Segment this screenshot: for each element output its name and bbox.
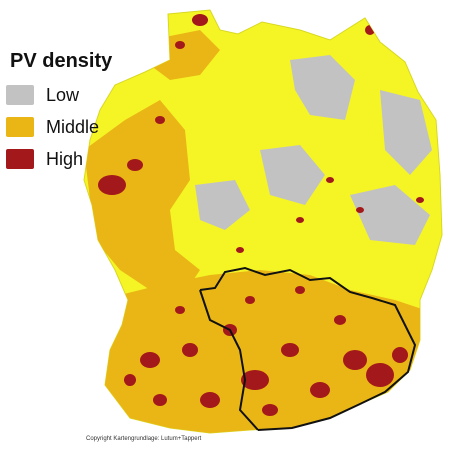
legend-title: PV density	[10, 50, 113, 72]
legend-label-low: Low	[46, 84, 80, 105]
legend-item-middle: Middle	[6, 111, 146, 143]
east-low-region-2	[380, 90, 432, 175]
legend-swatch-high	[6, 149, 34, 169]
copyright-note: Copyright Kartengrundlage: Lutum+Tappert	[86, 436, 202, 442]
east-low-region	[290, 55, 355, 120]
legend: PV density Low Middle High	[6, 50, 146, 175]
legend-swatch-low	[6, 85, 34, 105]
legend-label-high: High	[46, 148, 84, 169]
legend-swatch-middle	[6, 117, 34, 137]
center-low-region	[195, 180, 250, 230]
east-low-region-3	[260, 145, 325, 205]
legend-label-middle: Middle	[46, 116, 100, 137]
bavaria-border	[199, 266, 417, 431]
baden-wuerttemberg-border	[199, 289, 259, 431]
legend-item-low: Low	[6, 79, 146, 111]
legend-item-high: High	[6, 143, 146, 175]
east-low-region-4	[350, 185, 430, 245]
high-density-clusters	[98, 14, 424, 416]
west-middle-region	[84, 100, 200, 300]
